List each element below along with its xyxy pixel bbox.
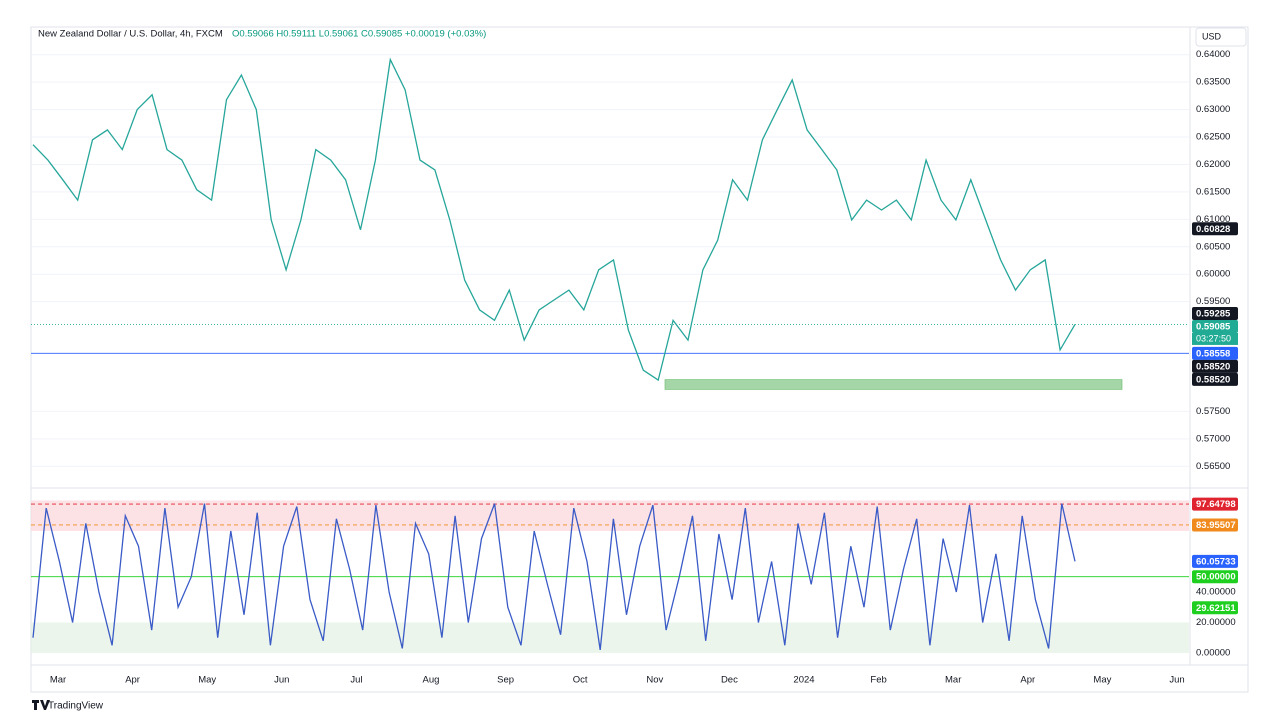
band [31, 622, 1189, 653]
price-tag [1192, 601, 1238, 615]
x-tick-label: Sep [497, 675, 514, 686]
y-tick-label: 0.62000 [1196, 159, 1230, 170]
y-tick-label: 0.63000 [1196, 104, 1230, 115]
price-tag [1192, 222, 1238, 236]
x-tick-label: Jun [1169, 675, 1184, 686]
x-tick-label: Dec [721, 675, 738, 686]
price-tag-label: 0.58520 [1196, 361, 1230, 372]
currency-box[interactable] [1195, 27, 1247, 47]
symbol-title: New Zealand Dollar / U.S. Dollar, 4h, FX… [38, 29, 223, 40]
price-tag-label: 50.00000 [1196, 572, 1236, 583]
band [31, 500, 1189, 531]
ohlc: O0.59066 H0.59111 L0.59061 C0.59085 +0.0… [232, 29, 486, 40]
price-tag [1192, 497, 1238, 511]
price-tag [1192, 359, 1238, 373]
price-tag-label: 0.58558 [1196, 348, 1230, 359]
price-tag-label: 29.62151 [1196, 603, 1236, 614]
price-tag [1192, 518, 1238, 532]
price-tag [1192, 306, 1238, 320]
y-tick-label: 0.00000 [1196, 647, 1230, 658]
series-line [32, 503, 1076, 650]
countdown: 03:27:50 [1196, 333, 1231, 343]
x-tick-label: Apr [125, 675, 140, 686]
x-tick-label: 2024 [793, 675, 814, 686]
y-tick-label: 0.64000 [1196, 49, 1230, 60]
price-tag-label: 0.59085 [1196, 321, 1231, 332]
price-tag [1192, 319, 1238, 333]
x-tick-label: Oct [573, 675, 588, 686]
series-line [32, 57, 1076, 382]
price-tag-label: 0.58520 [1196, 374, 1230, 385]
y-tick-label: 0.60500 [1196, 241, 1230, 252]
price-tag [1192, 570, 1238, 584]
y-tick-label: 0.56500 [1196, 461, 1230, 472]
price-tag-label: 0.59285 [1196, 308, 1231, 319]
y-tick-label: 0.60000 [1196, 269, 1230, 280]
price-tag [1192, 346, 1238, 360]
x-tick-label: Feb [870, 675, 886, 686]
brand-logo[interactable] [32, 700, 50, 710]
x-tick-label: Mar [945, 675, 961, 686]
x-tick-label: May [198, 675, 216, 686]
x-tick-label: May [1093, 675, 1111, 686]
x-tick-label: Nov [646, 675, 663, 686]
x-tick-label: Aug [423, 675, 440, 686]
y-tick-label: 0.57000 [1196, 433, 1230, 444]
y-tick-label: 0.59500 [1196, 296, 1230, 307]
y-tick-label: 0.61500 [1196, 186, 1230, 197]
y-tick-label: 0.57500 [1196, 406, 1230, 417]
x-tick-label: Jul [350, 675, 362, 686]
price-tag-label: 83.95507 [1196, 520, 1236, 531]
x-tick-label: Mar [50, 675, 66, 686]
frame [30, 26, 1249, 693]
y-tick-label: 40.00000 [1196, 586, 1236, 597]
countdown-bg [1192, 332, 1238, 345]
currency[interactable]: USD [1202, 31, 1222, 41]
price-tag-label: 0.60828 [1196, 224, 1230, 235]
price-tag-label: 97.64798 [1196, 499, 1236, 510]
price-tag [1192, 372, 1238, 386]
y-tick-label: 0.63500 [1196, 77, 1230, 88]
price-tag-label: 60.05733 [1196, 556, 1236, 567]
brand[interactable]: TradingView [48, 701, 104, 712]
zone [664, 379, 1123, 390]
x-tick-label: Jun [274, 675, 289, 686]
x-tick-label: Apr [1020, 675, 1035, 686]
price-tag [1192, 554, 1238, 568]
y-tick-label: 0.62500 [1196, 132, 1230, 143]
y-tick-label: 0.61000 [1196, 214, 1230, 225]
y-tick-label: 20.00000 [1196, 617, 1236, 628]
